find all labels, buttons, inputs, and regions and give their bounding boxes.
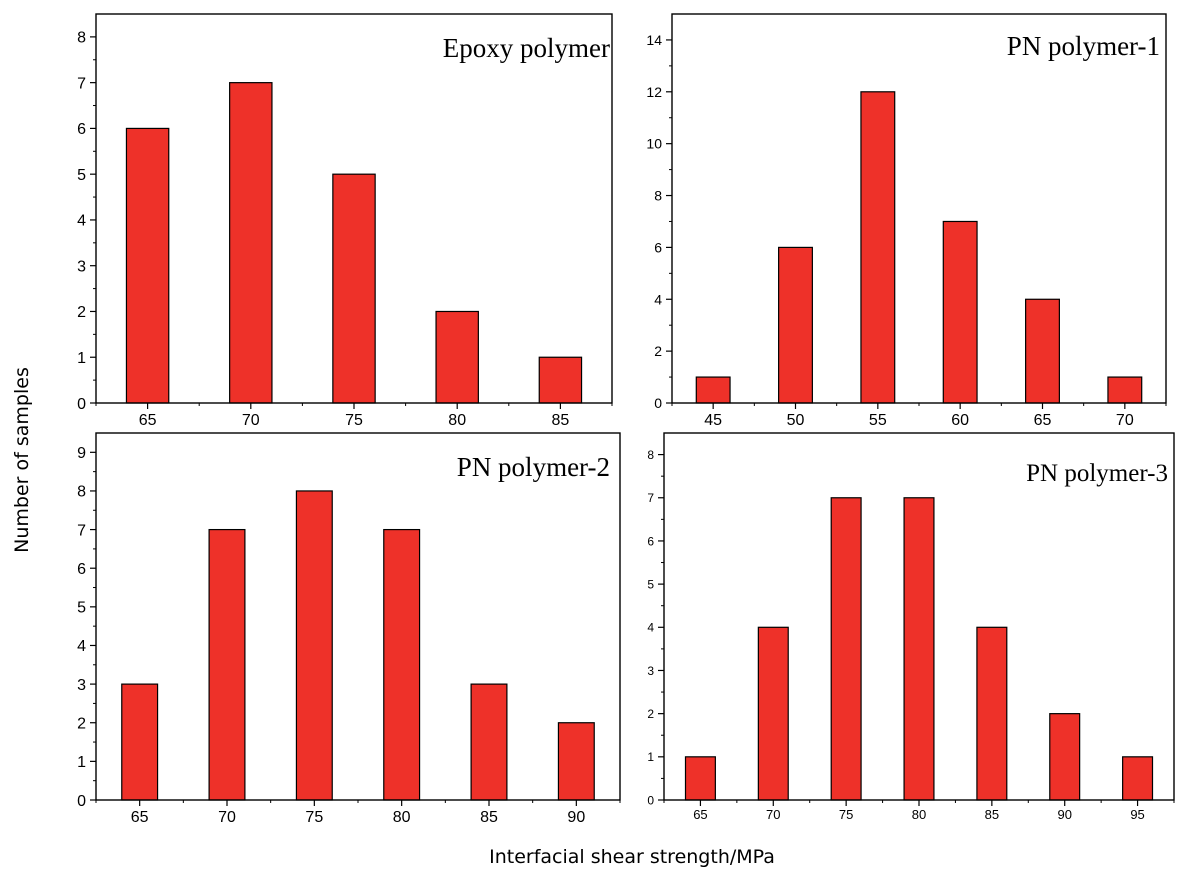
bar-65 xyxy=(1025,298,1060,404)
x-tick-label-70: 70 xyxy=(218,809,236,826)
bar-80 xyxy=(383,528,421,801)
y-tick-label: 6 xyxy=(647,534,654,548)
y-tick-label: 0 xyxy=(77,793,86,810)
y-tick-label: 6 xyxy=(77,121,86,138)
plot-frame xyxy=(671,13,1167,404)
x-tick-label-70: 70 xyxy=(766,807,780,822)
x-tick-label-60: 60 xyxy=(951,412,969,429)
y-tick-label: 3 xyxy=(77,258,86,275)
x-tick-label-65: 65 xyxy=(1034,412,1052,429)
bar-85 xyxy=(538,356,583,404)
chart-panel-2: 0 2 4 6 8 10 12 14 45 50 55 60 65 70 PN polymer-1 xyxy=(646,13,1167,429)
y-tick-label: 2 xyxy=(647,707,654,721)
y-tick-label: 12 xyxy=(646,84,662,100)
y-tick-label: 9 xyxy=(77,445,86,462)
bar-65 xyxy=(121,683,159,801)
bar-45 xyxy=(695,376,731,404)
x-tick-label-80: 80 xyxy=(912,807,926,822)
y-tick-label: 7 xyxy=(647,491,654,505)
y-tick-label: 1 xyxy=(647,750,654,764)
x-tick-label-45: 45 xyxy=(704,412,722,429)
bar-60 xyxy=(942,220,978,404)
y-tick-label: 6 xyxy=(654,239,662,255)
x-tick-label-65: 65 xyxy=(693,807,707,822)
bar-65 xyxy=(684,756,716,801)
x-tick-label-90: 90 xyxy=(567,809,585,826)
y-tick-label: 8 xyxy=(647,448,654,462)
x-tick-label-70: 70 xyxy=(242,412,260,429)
x-tick-label-95: 95 xyxy=(1130,807,1144,822)
x-tick-label-65: 65 xyxy=(139,412,157,429)
x-tick-label-50: 50 xyxy=(787,412,805,429)
bar-70 xyxy=(229,82,273,404)
y-tick-label: 4 xyxy=(654,291,662,307)
x-tick-label-65: 65 xyxy=(131,809,149,826)
y-tick-label: 7 xyxy=(77,75,86,92)
y-tick-label: 1 xyxy=(77,350,86,367)
plot-frame xyxy=(95,432,621,801)
bar-80 xyxy=(435,310,479,404)
bar-50 xyxy=(778,246,813,404)
x-tick-label-80: 80 xyxy=(448,412,466,429)
x-tick-label-75: 75 xyxy=(345,412,363,429)
y-tick-label: 4 xyxy=(647,621,654,635)
x-tick-label-85: 85 xyxy=(480,809,498,826)
y-tick-label: 6 xyxy=(77,561,86,578)
bar-90 xyxy=(557,722,595,801)
shared-x-axis-label: Interfacial shear strength/MPa xyxy=(489,846,775,868)
x-tick-label-75: 75 xyxy=(839,807,853,822)
y-tick-label: 3 xyxy=(77,677,86,694)
chart-panel-1: 0 1 2 3 4 5 6 7 8 65 70 75 80 85 Epoxy polymer xyxy=(77,13,613,429)
y-tick-label: 0 xyxy=(654,395,662,411)
y-tick-label: 8 xyxy=(77,484,86,501)
y-tick-label: 1 xyxy=(77,754,86,771)
y-tick-label: 3 xyxy=(647,664,654,678)
bar-85 xyxy=(976,626,1008,801)
y-tick-label: 7 xyxy=(77,522,86,539)
panel-title: PN polymer-1 xyxy=(1007,31,1160,61)
bar-70 xyxy=(1107,376,1143,404)
bar-70 xyxy=(757,626,789,801)
chart-panel-3: 0 1 2 3 4 5 6 7 8 9 65 70 75 80 85 90 PN polymer-2 xyxy=(77,432,621,826)
panel-title: PN polymer-2 xyxy=(457,452,610,482)
y-tick-label: 5 xyxy=(77,600,86,617)
y-tick-label: 4 xyxy=(77,213,86,230)
y-tick-label: 14 xyxy=(646,32,662,48)
shared-y-axis-label: Number of samples xyxy=(11,367,33,553)
y-tick-label: 5 xyxy=(77,167,86,184)
x-tick-label-75: 75 xyxy=(305,809,323,826)
bar-90 xyxy=(1049,713,1081,801)
y-tick-label: 2 xyxy=(77,715,86,732)
x-tick-label-70: 70 xyxy=(1116,412,1134,429)
bar-85 xyxy=(470,683,508,801)
panel-title: PN polymer-3 xyxy=(1026,460,1168,487)
bar-55 xyxy=(860,91,896,404)
x-tick-label-85: 85 xyxy=(985,807,999,822)
bar-65 xyxy=(125,127,170,404)
bar-95 xyxy=(1122,756,1154,801)
y-tick-label: 4 xyxy=(77,638,86,655)
chart-panel-4: 0 1 2 3 4 5 6 7 8 65 70 75 80 85 90 95 PN polymer-3 xyxy=(647,432,1175,822)
y-tick-label: 0 xyxy=(647,793,654,807)
x-tick-label-90: 90 xyxy=(1057,807,1071,822)
bar-70 xyxy=(208,528,246,801)
y-tick-label: 2 xyxy=(654,343,662,359)
y-tick-label: 8 xyxy=(77,30,86,47)
panel-title: Epoxy polymer xyxy=(443,33,610,63)
x-tick-label-55: 55 xyxy=(869,412,887,429)
bar-75 xyxy=(295,490,333,801)
y-tick-label: 2 xyxy=(77,304,86,321)
bar-80 xyxy=(903,497,935,801)
bar-75 xyxy=(830,497,862,801)
y-tick-label: 0 xyxy=(77,396,86,413)
y-tick-label: 8 xyxy=(654,188,662,204)
x-tick-label-80: 80 xyxy=(393,809,411,826)
x-tick-label-85: 85 xyxy=(552,412,570,429)
y-tick-label: 10 xyxy=(646,136,662,152)
y-tick-label: 5 xyxy=(647,577,654,591)
bar-75 xyxy=(332,173,376,404)
